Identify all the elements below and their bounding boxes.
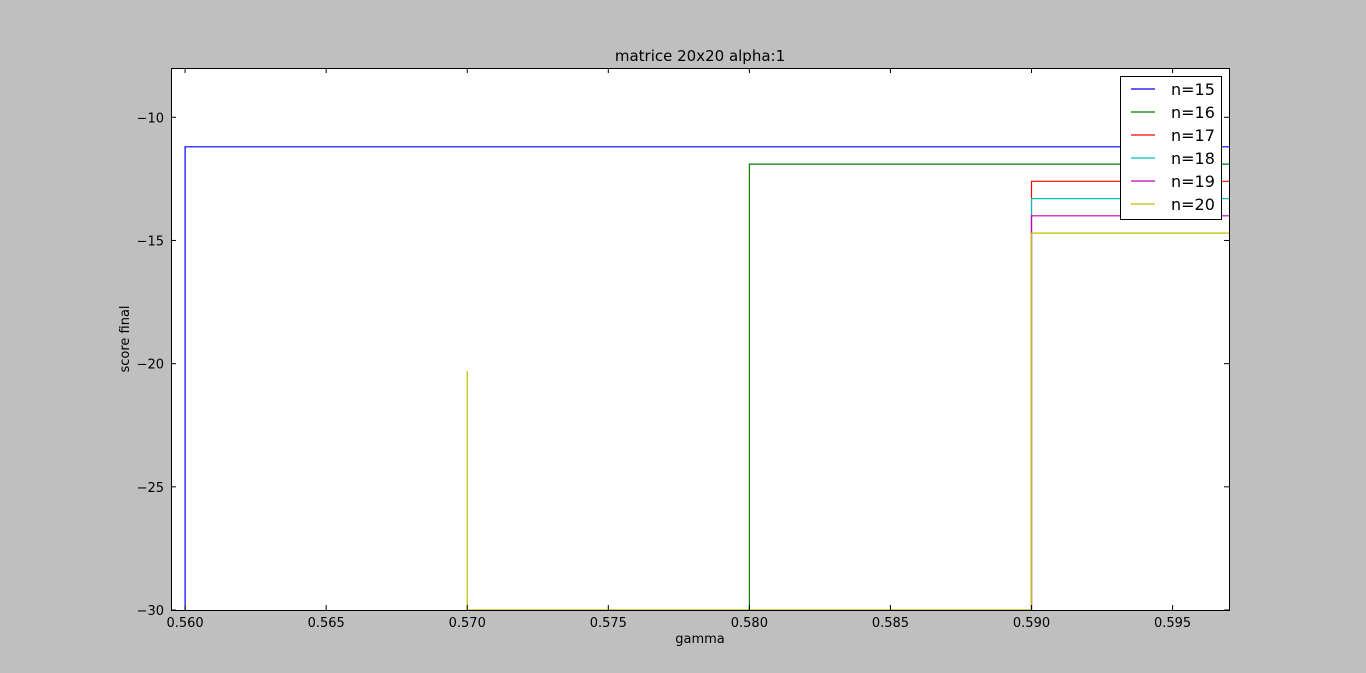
x-tick-label: 0.590 xyxy=(1013,616,1050,631)
legend-entry: n=20 xyxy=(1171,195,1215,214)
y-tick-label: −20 xyxy=(137,358,164,373)
x-tick-label: 0.570 xyxy=(449,616,486,631)
y-tick-label: −30 xyxy=(137,604,164,619)
x-tick-label: 0.580 xyxy=(731,616,768,631)
legend-entry: n=17 xyxy=(1171,126,1215,145)
x-axis-label: gamma xyxy=(675,632,725,647)
series-line-n=15 xyxy=(184,146,1229,610)
y-tick-label: −10 xyxy=(137,111,164,126)
x-tick-label: 0.595 xyxy=(1154,616,1191,631)
x-tick-label: 0.560 xyxy=(166,616,203,631)
legend-entry: n=16 xyxy=(1171,103,1215,122)
legend-entry: n=15 xyxy=(1171,80,1215,99)
x-tick-label: 0.575 xyxy=(590,616,627,631)
x-tick-label: 0.585 xyxy=(872,616,909,631)
plot-frame xyxy=(171,68,1230,611)
legend-entry: n=18 xyxy=(1171,149,1215,168)
x-tick-label: 0.565 xyxy=(308,616,345,631)
series-layer xyxy=(184,146,1229,610)
y-tick-label: −15 xyxy=(137,234,164,249)
legend-entry: n=19 xyxy=(1171,172,1215,191)
y-tick-label: −25 xyxy=(137,481,164,496)
y-axis-label: score final xyxy=(118,305,133,372)
series-line-n=20 xyxy=(466,232,1229,610)
legend-box xyxy=(1120,76,1222,220)
chart-title: matrice 20x20 alpha:1 xyxy=(615,47,785,65)
legend: n=15 n=16 n=17 n=18 n=19 n=20 xyxy=(1120,76,1222,220)
plot-area xyxy=(171,68,1229,610)
series-line-n=16 xyxy=(748,163,1229,610)
ticks-layer: 0.560 0.565 0.570 0.575 0.580 0.585 0.590 0.595… xyxy=(137,68,1229,631)
